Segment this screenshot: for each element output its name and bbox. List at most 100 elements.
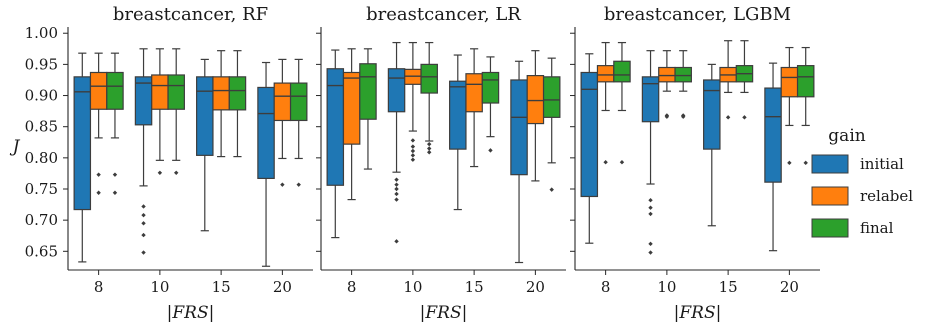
y-tick-label: 0.90 [25, 87, 58, 105]
box-relabel [526, 50, 545, 182]
x-tick-label: 20 [273, 278, 292, 296]
legend-swatch [811, 218, 849, 238]
outlier-point [410, 157, 416, 162]
box-body [359, 63, 377, 120]
box-final [106, 52, 124, 195]
outlier-point [725, 115, 731, 120]
x-tick-label: 15 [465, 278, 484, 296]
outlier-point [427, 146, 432, 151]
box-group-8: 8 [326, 48, 377, 296]
y-tick-label: 0.65 [25, 242, 58, 260]
box-body [212, 76, 230, 111]
box-initial [703, 63, 721, 227]
y-tick-label: 0.85 [25, 118, 58, 136]
box-group-20: 20 [764, 46, 815, 296]
y-tick-label: 0.75 [25, 180, 58, 198]
x-tick-label: 8 [347, 278, 357, 296]
panels: breastcancer, RF8 10 15 20|FRS|breastcancer… [63, 4, 820, 323]
outlier-point [603, 160, 608, 165]
x-tick-label: 20 [526, 278, 545, 296]
outlier-point [648, 241, 653, 247]
outlier-point [803, 160, 808, 166]
box-initial [257, 61, 275, 267]
box-group-8: 8 [580, 41, 631, 296]
box-group-20: 20 [257, 58, 308, 296]
legend-entry-relabel: relabel [811, 186, 913, 206]
x-tick-label: 8 [94, 278, 104, 296]
outlier-point [648, 211, 653, 217]
x-axis-label: |FRS| [674, 303, 722, 323]
box-body [387, 68, 406, 113]
x-tick-label: 10 [657, 278, 676, 296]
box-body [151, 74, 169, 110]
box-body [289, 82, 308, 122]
box-body [526, 74, 545, 125]
box-group-10: 10 [134, 48, 185, 296]
outlier-point [141, 250, 146, 255]
outlier-point [112, 190, 118, 195]
x-tick-label: 8 [601, 278, 611, 296]
outlier-point [410, 144, 416, 149]
outlier-point [394, 182, 399, 187]
outlier-point [648, 205, 653, 210]
panel-3: breastcancer, LGBM 8 10 15 20 |FRS| [570, 4, 820, 323]
legend: gain initial relabel final [811, 126, 913, 238]
box-body [596, 65, 615, 83]
outlier-point [664, 114, 670, 119]
outlier-point [488, 148, 493, 153]
box-relabel [89, 52, 108, 195]
box-body [196, 76, 214, 156]
box-body [641, 76, 660, 123]
box-initial [196, 58, 214, 232]
box-body [73, 76, 92, 211]
box-final [420, 41, 438, 155]
outlier-point [394, 197, 399, 202]
legend-label: initial [860, 155, 904, 173]
panel-2: breastcancer, LR 8 10 15 20 |FRS| [316, 4, 566, 323]
box-body [257, 86, 275, 180]
box-group-10: 10 [641, 50, 692, 296]
box-relabel [658, 50, 676, 119]
box-group-15: 15 [449, 48, 500, 296]
box-body [580, 71, 599, 198]
outlier-point [619, 160, 625, 165]
outlier-point [742, 115, 747, 120]
box-body [674, 66, 692, 83]
box-initial [510, 60, 528, 264]
box-initial [449, 54, 467, 211]
legend-label: final [860, 219, 894, 237]
outlier-point [141, 204, 146, 209]
y-tick-label: 0.70 [25, 211, 58, 229]
box-final [735, 40, 754, 120]
x-tick-label: 10 [403, 278, 422, 296]
outlier-point [410, 148, 416, 154]
box-body [796, 65, 815, 98]
y-axis: J 0.65 0.70 0.75 0.80 0.85 0.90 0.95 1.00 [10, 24, 58, 260]
box-body [542, 76, 561, 118]
outlier-point [427, 141, 432, 147]
box-relabel [273, 58, 292, 187]
box-initial [73, 52, 92, 263]
outlier-point [410, 153, 416, 158]
outlier-point [394, 177, 399, 182]
outlier-point [141, 221, 146, 226]
outlier-point [681, 114, 686, 119]
box-relabel [342, 48, 361, 201]
outlier-point [410, 138, 416, 143]
outlier-point [157, 170, 163, 175]
outlier-point [549, 187, 554, 192]
outlier-point [96, 172, 101, 177]
box-body [764, 87, 782, 183]
box-initial [134, 48, 153, 255]
box-body [89, 71, 108, 110]
box-body [420, 63, 438, 94]
box-final [228, 50, 247, 158]
y-tick-label: 0.95 [25, 55, 58, 73]
box-initial [641, 50, 660, 255]
outlier-point [427, 150, 432, 155]
box-group-10: 10 [387, 41, 438, 296]
outlier-point [280, 182, 285, 187]
box-final [359, 48, 377, 170]
x-tick-label: 10 [150, 278, 169, 296]
